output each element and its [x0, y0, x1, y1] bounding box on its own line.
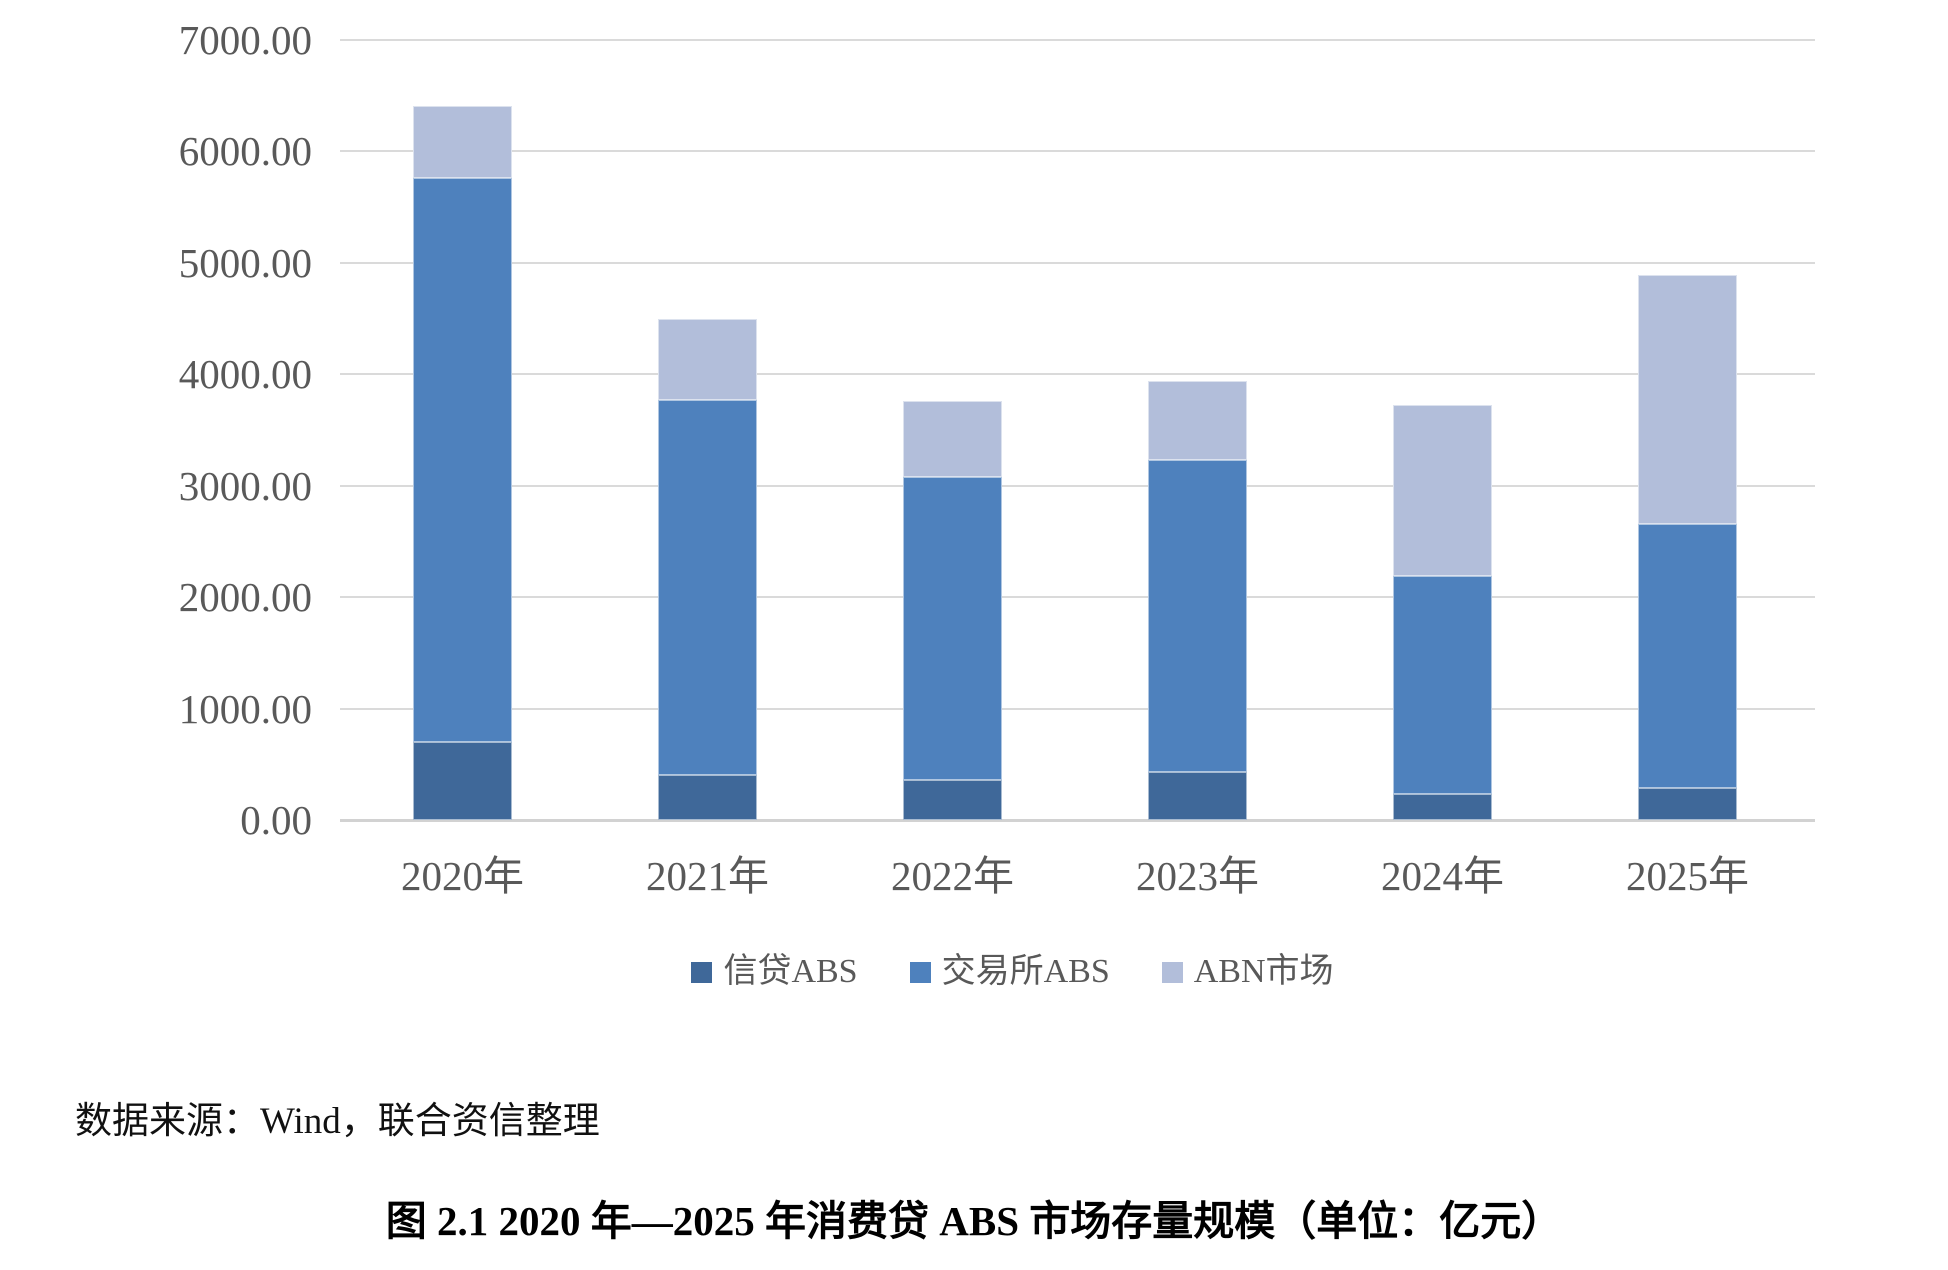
legend-swatch-icon [691, 961, 713, 983]
legend-label: 交易所ABS [941, 953, 1110, 990]
bar-segment-信贷ABS-2024年 [1393, 794, 1492, 820]
legend-label: 信贷ABS [723, 953, 858, 990]
y-tick-label: 1000.00 [178, 685, 312, 732]
legend-label: ABN市场 [1193, 953, 1334, 990]
y-tick-label: 5000.00 [178, 239, 312, 286]
gridline [340, 373, 1815, 376]
x-tick-label: 2025年 [1626, 853, 1749, 899]
bar-segment-ABN市场-2021年 [658, 318, 757, 400]
bar-segment-ABN市场-2020年 [413, 105, 512, 179]
bar-segment-ABN市场-2023年 [1148, 380, 1247, 461]
y-tick-label: 6000.00 [178, 128, 312, 175]
figure-caption: 图 2.1 2020 年—2025 年消费贷 ABS 市场存量规模（单位：亿元） [385, 1198, 1563, 1244]
x-tick-label: 2021年 [646, 853, 769, 899]
legend-item-信贷ABS: 信贷ABS [691, 952, 858, 992]
y-tick-label: 3000.00 [178, 462, 312, 509]
x-tick-label: 2020年 [401, 853, 524, 899]
bar-segment-交易所ABS-2021年 [658, 399, 757, 776]
bar-segment-信贷ABS-2025年 [1638, 787, 1737, 820]
bar-segment-ABN市场-2024年 [1393, 405, 1492, 576]
gridline [340, 39, 1815, 41]
bar-segment-交易所ABS-2020年 [413, 178, 512, 742]
bar-segment-ABN市场-2022年 [903, 401, 1002, 477]
source-note: 数据来源：Wind，联合资信整理 [75, 1101, 600, 1142]
bar-segment-交易所ABS-2022年 [903, 476, 1002, 780]
y-tick-label: 4000.00 [178, 351, 312, 398]
legend-swatch-icon [909, 961, 931, 983]
gridline [340, 261, 1815, 264]
gridline [340, 150, 1815, 153]
bar-segment-交易所ABS-2025年 [1638, 523, 1737, 788]
bar-segment-交易所ABS-2024年 [1393, 575, 1492, 795]
bar-segment-信贷ABS-2023年 [1148, 772, 1247, 820]
bar-segment-信贷ABS-2020年 [413, 742, 512, 820]
bar-segment-信贷ABS-2021年 [658, 775, 757, 820]
x-tick-label: 2024年 [1381, 853, 1504, 899]
x-axis-line [340, 819, 1815, 822]
gridline [340, 707, 1815, 710]
bar-segment-交易所ABS-2023年 [1148, 460, 1247, 773]
bar-segment-ABN市场-2025年 [1638, 275, 1737, 524]
gridline [340, 596, 1815, 599]
y-tick-label: 2000.00 [178, 574, 312, 621]
x-tick-label: 2022年 [891, 853, 1014, 899]
stacked-bar-chart: 0.00 1000.00 2000.00 3000.00 4000.00 5000.00 6… [178, 17, 1815, 899]
bar-segment-信贷ABS-2022年 [903, 779, 1002, 820]
x-tick-label: 2023年 [1136, 853, 1259, 899]
y-tick-label: 0.00 [240, 797, 312, 843]
legend-swatch-icon [1161, 961, 1183, 983]
legend-item-交易所ABS: 交易所ABS [909, 952, 1110, 992]
gridline [340, 484, 1815, 487]
legend-item-ABN市场: ABN市场 [1161, 952, 1334, 992]
y-tick-label: 7000.00 [178, 17, 312, 63]
chart-legend: 信贷ABS 交易所ABS ABN市场 [275, 948, 1750, 996]
